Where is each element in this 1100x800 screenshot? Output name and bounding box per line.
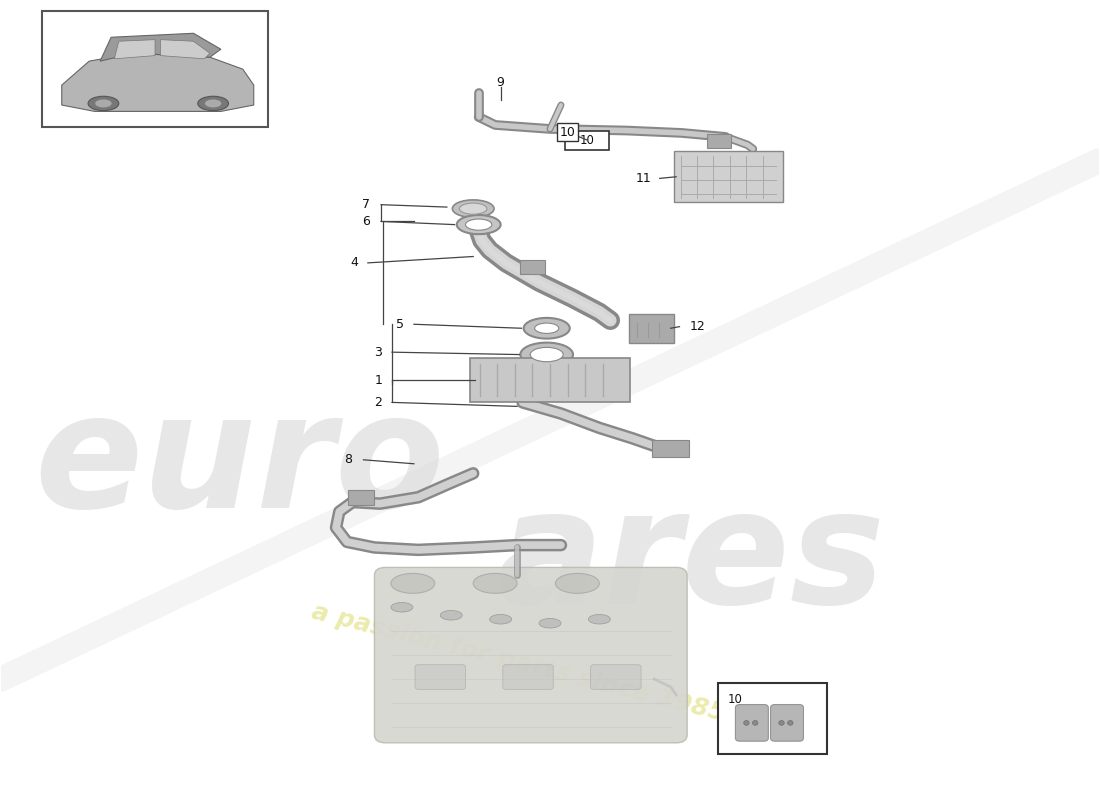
Polygon shape [62,54,254,111]
Ellipse shape [788,721,793,726]
Text: 1: 1 [374,374,382,386]
Polygon shape [161,40,210,58]
Ellipse shape [456,215,501,234]
FancyBboxPatch shape [42,11,268,127]
Ellipse shape [205,99,221,107]
FancyBboxPatch shape [707,134,732,148]
Ellipse shape [465,219,492,230]
Text: 4: 4 [350,256,358,270]
Text: ares: ares [495,482,886,637]
FancyBboxPatch shape [374,567,688,743]
FancyBboxPatch shape [565,130,609,150]
FancyBboxPatch shape [718,683,826,754]
Text: 12: 12 [690,320,705,333]
Ellipse shape [460,203,487,214]
Ellipse shape [96,99,112,107]
Text: euro: euro [34,386,444,542]
Ellipse shape [556,574,600,594]
Text: 8: 8 [344,454,352,466]
FancyBboxPatch shape [629,314,674,342]
Ellipse shape [779,721,784,726]
FancyBboxPatch shape [591,665,641,690]
Text: a passion for parts since 1985: a passion for parts since 1985 [309,600,727,726]
Text: 5: 5 [396,318,404,330]
FancyBboxPatch shape [736,705,768,742]
Ellipse shape [535,323,559,334]
FancyBboxPatch shape [520,260,544,274]
Text: 3: 3 [374,346,382,358]
Ellipse shape [452,200,494,218]
Text: 2: 2 [374,396,382,409]
Polygon shape [114,40,155,58]
FancyBboxPatch shape [770,705,803,742]
Ellipse shape [198,96,229,110]
Ellipse shape [524,318,570,338]
FancyBboxPatch shape [415,665,465,690]
FancyBboxPatch shape [674,151,782,202]
Text: 11: 11 [635,172,651,185]
Ellipse shape [390,574,435,594]
Text: 10: 10 [580,134,595,146]
Ellipse shape [520,342,573,366]
Text: 6: 6 [362,215,370,228]
Ellipse shape [752,721,758,726]
Ellipse shape [390,602,412,612]
Ellipse shape [473,574,517,594]
Ellipse shape [744,721,749,726]
Ellipse shape [490,614,512,624]
Text: 10: 10 [728,693,743,706]
FancyBboxPatch shape [470,358,630,402]
Text: 7: 7 [362,198,370,211]
Polygon shape [100,34,221,61]
Ellipse shape [539,618,561,628]
Text: 9: 9 [497,76,505,90]
Ellipse shape [440,610,462,620]
FancyBboxPatch shape [652,440,690,458]
Ellipse shape [588,614,610,624]
FancyBboxPatch shape [503,665,553,690]
FancyBboxPatch shape [348,490,374,506]
Text: 10: 10 [560,126,575,138]
Ellipse shape [530,347,563,362]
Ellipse shape [88,96,119,110]
